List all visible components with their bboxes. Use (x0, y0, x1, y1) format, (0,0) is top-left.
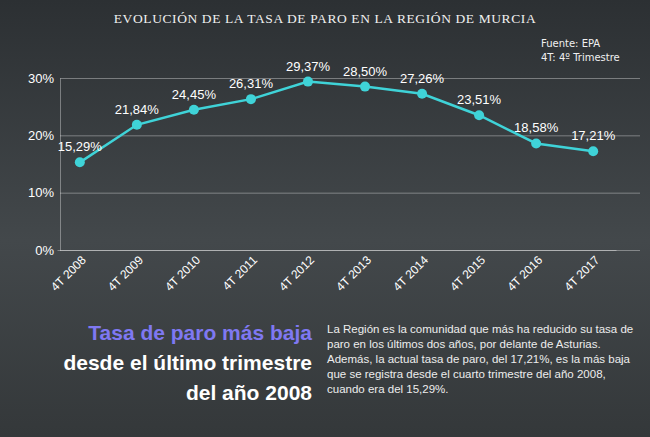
y-tick: 0% (35, 243, 640, 258)
data-label: 15,29% (58, 139, 103, 154)
data-point (417, 89, 427, 99)
data-label: 29,37% (286, 59, 331, 74)
data-label: 21,84% (115, 102, 160, 117)
headline-line: Tasa de paro más baja (88, 321, 312, 344)
x-tick-label: 4T 2011 (220, 253, 260, 293)
y-tick-label: 30% (28, 71, 54, 86)
y-tick-label: 10% (28, 185, 54, 200)
x-tick: 4T 2010 (162, 253, 203, 294)
grid-line (60, 193, 640, 194)
data-label: 27,26% (400, 71, 445, 86)
plot-marks (75, 77, 598, 168)
x-tick-label: 4T 2015 (447, 253, 488, 294)
description: La Región es la comunidad que más ha red… (327, 322, 639, 397)
x-tick-label: 4T 2017 (561, 253, 602, 294)
x-axis: 4T 2008 4T 2009 4T 2010 4T 2011 4T 2012 4T 20… (48, 251, 616, 294)
data-label: 28,50% (343, 64, 388, 79)
x-tick: 4T 2017 (561, 253, 602, 294)
x-tick-label: 4T 2013 (333, 253, 374, 294)
x-tick: 4T 2015 (447, 253, 488, 294)
y-tick: 10% (28, 185, 640, 200)
y-tick-label: 20% (28, 128, 54, 143)
data-label: 23,51% (457, 92, 502, 107)
data-point (75, 157, 85, 167)
chart-title: EVOLUCIÓN DE LA TASA DE PARO EN LA REGIÓ… (114, 11, 537, 26)
x-tick: 4T 2012 (276, 253, 317, 294)
x-tick-label: 4T 2010 (162, 253, 203, 294)
data-point (189, 105, 199, 115)
y-axis-line (60, 79, 61, 251)
y-tick-label: 0% (35, 243, 54, 258)
data-label: 18,58% (514, 120, 559, 135)
data-line (80, 82, 593, 163)
note-text: 4T: 4º Trimestre (541, 52, 620, 63)
x-tick: 4T 2013 (333, 253, 374, 294)
x-tick: 4T 2011 (220, 253, 260, 293)
x-tick-label: 4T 2012 (276, 253, 317, 294)
data-label: 24,45% (172, 87, 217, 102)
headline: Tasa de paro más baja desde el último tri… (63, 321, 312, 404)
data-labels: 15,29% 21,84% 24,45% 26,31% 29,37% 28,50% 27,2… (58, 59, 616, 155)
headline-line: del año 2008 (186, 381, 312, 404)
x-tick: 4T 2016 (504, 253, 545, 294)
x-tick-label: 4T 2008 (48, 253, 89, 294)
x-tick: 4T 2008 (48, 253, 89, 294)
x-tick-label: 4T 2009 (105, 253, 146, 294)
background (0, 0, 650, 437)
data-point (246, 94, 256, 104)
data-point (360, 82, 370, 92)
x-tick: 4T 2014 (390, 253, 431, 294)
data-point (474, 110, 484, 120)
data-point (588, 146, 598, 156)
chart-wrap: EVOLUCIÓN DE LA TASA DE PARO EN LA REGIÓ… (0, 0, 650, 437)
headline-line: desde el último trimestre (63, 351, 312, 374)
x-tick-label: 4T 2016 (504, 253, 545, 294)
data-label: 26,31% (229, 76, 274, 91)
x-tick: 4T 2009 (105, 253, 146, 294)
data-point (531, 138, 541, 148)
y-axis: 0% 10% 20% 30% (28, 71, 640, 258)
data-point (132, 120, 142, 130)
x-axis-line (58, 250, 617, 251)
data-label: 17,21% (571, 128, 616, 143)
source-text: Fuente: EPA (541, 38, 600, 49)
data-point (303, 77, 313, 87)
x-tick-label: 4T 2014 (390, 253, 431, 294)
